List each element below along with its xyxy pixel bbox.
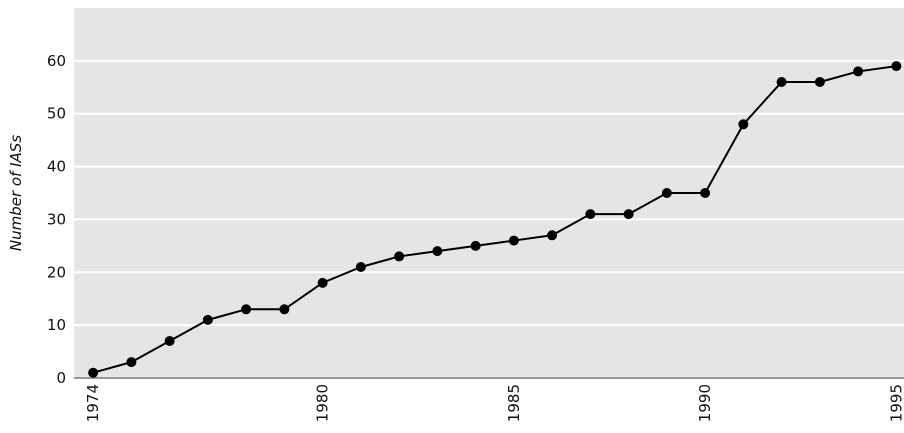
data-point — [241, 304, 252, 315]
x-tick-label: 1990 — [696, 384, 714, 422]
data-point — [394, 251, 405, 262]
x-tick-label: 1995 — [887, 384, 904, 422]
data-point — [700, 188, 711, 198]
y-tick-label: 20 — [47, 263, 66, 281]
x-tick-label: 1985 — [505, 384, 523, 422]
data-point — [661, 188, 672, 198]
data-point — [623, 209, 634, 220]
data-point — [547, 230, 558, 241]
y-tick-label: 30 — [47, 210, 66, 228]
y-axis-ticks: 0 10 20 30 40 50 60 — [47, 52, 66, 387]
data-point — [279, 304, 290, 315]
data-point — [891, 61, 902, 72]
data-point — [738, 119, 749, 130]
x-tick-label: 1980 — [314, 384, 332, 422]
data-point — [126, 357, 137, 368]
y-tick-label: 40 — [47, 158, 66, 176]
y-tick-label: 10 — [47, 316, 66, 334]
y-tick-label: 60 — [47, 52, 66, 70]
y-tick-label: 0 — [56, 369, 66, 387]
data-point — [776, 77, 787, 87]
data-point — [585, 209, 596, 220]
plot-area — [74, 8, 904, 378]
data-point — [814, 77, 825, 87]
x-tick-label: 1974 — [84, 384, 102, 422]
data-point — [508, 235, 519, 246]
data-point — [355, 262, 366, 272]
data-point — [853, 66, 864, 77]
data-point — [164, 336, 175, 346]
data-point — [88, 367, 99, 378]
x-axis-ticks: 1974 1980 1985 1990 1995 — [84, 384, 904, 422]
data-point — [432, 246, 443, 257]
y-tick-label: 50 — [47, 105, 66, 123]
data-point — [202, 314, 213, 325]
y-axis-title: Number of IASs — [7, 135, 25, 251]
series-line — [92, 65, 897, 374]
series-group — [88, 61, 902, 378]
data-point — [317, 277, 328, 288]
gridlines — [74, 59, 904, 327]
data-point — [470, 240, 481, 251]
